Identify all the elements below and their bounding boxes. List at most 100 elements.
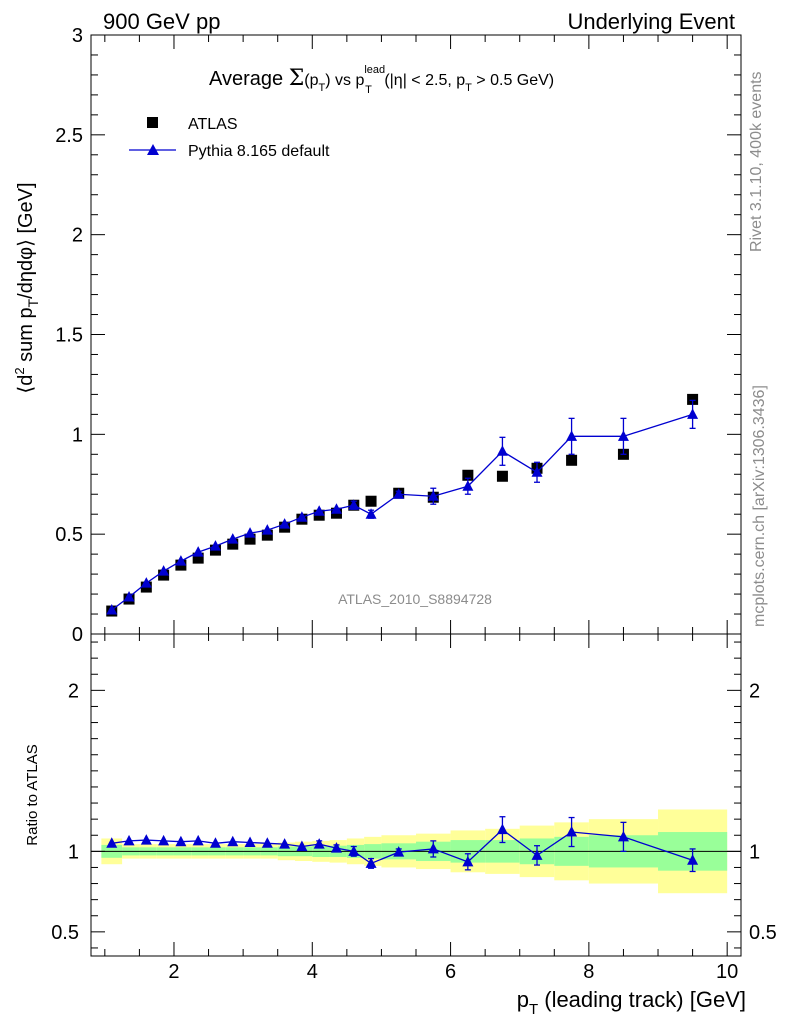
atlas-data-point bbox=[261, 529, 273, 541]
ratio-data-point bbox=[531, 849, 543, 860]
ratio-data-point bbox=[313, 838, 325, 849]
header-right: Underlying Event bbox=[567, 9, 735, 34]
lower-y-tick-label-right: 0.5 bbox=[749, 922, 777, 944]
atlas-data-point bbox=[462, 469, 474, 481]
ratio-data-point bbox=[158, 834, 170, 846]
pythia-data-point bbox=[279, 518, 291, 529]
rivet-version-label: Rivet 3.1.10, 400k events bbox=[748, 71, 765, 252]
lower-y-tick-label-left: 1 bbox=[68, 841, 79, 863]
ylabel-part-d: T bbox=[25, 298, 41, 307]
ratio-data-point bbox=[261, 837, 273, 848]
xlabel-part-b: T bbox=[529, 1001, 538, 1018]
ratio-data-point bbox=[175, 835, 187, 847]
header-left: 900 GeV pp bbox=[103, 9, 220, 34]
upper-y-tick-label: 0 bbox=[72, 624, 83, 646]
ratio-data-point bbox=[227, 835, 239, 847]
pythia-data-point bbox=[261, 524, 273, 535]
title-part-b: Σ bbox=[289, 66, 305, 91]
title-part-d: T bbox=[318, 82, 325, 94]
pythia-data-point bbox=[244, 527, 256, 538]
pythia-line bbox=[111, 413, 693, 611]
ratio-data-point bbox=[348, 845, 360, 856]
lower-plot-frame bbox=[90, 633, 742, 957]
ratio-data-point bbox=[192, 834, 204, 846]
pythia-data-point bbox=[227, 533, 239, 544]
pythia-data-point bbox=[566, 430, 578, 441]
ratio-data-point bbox=[123, 834, 135, 846]
ylabel-part-c: sum p bbox=[15, 307, 37, 367]
pythia-data-point bbox=[393, 488, 405, 499]
upper-y-tick-label: 1 bbox=[72, 424, 83, 446]
xlabel-part-a: p bbox=[517, 987, 529, 1012]
analysis-watermark: ATLAS_2010_S8894728 bbox=[338, 591, 492, 607]
pythia-data-point bbox=[496, 445, 508, 456]
x-axis-label: pT (leading track) [GeV] bbox=[517, 987, 746, 1018]
title-part-g: T bbox=[365, 84, 372, 96]
ratio-data-point bbox=[566, 826, 578, 837]
plot-layers: 2 4 6 8 10 0 0.5 1 1.5 2 2.5 3 0.5 0.5 1 1 2 2 bbox=[51, 25, 777, 983]
title-part-a: Average bbox=[209, 68, 289, 90]
atlas-data-point bbox=[566, 454, 578, 466]
ratio-data-point bbox=[617, 830, 629, 842]
upper-y-tick-label: 2 bbox=[72, 225, 83, 247]
xlabel-part-c: (leading track) [GeV] bbox=[538, 987, 746, 1012]
pythia-data-point bbox=[365, 508, 377, 519]
ylabel-part-b: 2 bbox=[12, 367, 27, 374]
title-part-e: ) vs p bbox=[325, 72, 364, 89]
pythia-data-point bbox=[192, 546, 204, 557]
atlas-data-point bbox=[192, 552, 204, 564]
pythia-data-point bbox=[158, 565, 170, 576]
pythia-data-point bbox=[427, 490, 439, 501]
pythia-data-point bbox=[209, 540, 221, 551]
pythia-data-point bbox=[531, 466, 543, 477]
ratio-data-point bbox=[365, 857, 377, 868]
legend-pythia-marker bbox=[147, 144, 159, 155]
ratio-data-point bbox=[427, 842, 439, 854]
pythia-data-point bbox=[617, 430, 629, 441]
ratio-data-point bbox=[393, 846, 405, 857]
ratio-data-point bbox=[330, 842, 342, 853]
pythia-data-point bbox=[687, 408, 699, 419]
pythia-data-point bbox=[462, 480, 474, 491]
x-tick-label: 8 bbox=[583, 961, 594, 983]
upper-y-tick-label: 1.5 bbox=[55, 325, 83, 347]
ratio-data-point bbox=[140, 834, 152, 845]
atlas-data-point bbox=[687, 393, 699, 405]
title-part-i: T bbox=[465, 82, 472, 94]
pythia-data-point bbox=[348, 499, 360, 510]
ratio-data-point bbox=[209, 837, 221, 848]
atlas-data-point bbox=[227, 538, 239, 550]
x-tick-label: 10 bbox=[716, 961, 738, 983]
chart-title: Average Σ(pT) vs plead T (|η| < 2.5, pT >… bbox=[209, 64, 554, 96]
pythia-data-point bbox=[175, 555, 187, 566]
atlas-data-point bbox=[496, 470, 508, 482]
lower-y-axis-label: Ratio to ATLAS bbox=[24, 744, 41, 845]
pythia-data-point bbox=[313, 505, 325, 516]
upper-y-tick-label: 2.5 bbox=[55, 125, 83, 147]
ratio-data-point bbox=[687, 854, 699, 865]
title-part-c: (p bbox=[304, 72, 318, 89]
title-part-f: lead bbox=[364, 64, 385, 76]
ratio-data-point bbox=[244, 836, 256, 847]
upper-y-tick-label: 3 bbox=[72, 25, 83, 47]
pythia-data-point bbox=[123, 591, 135, 602]
pythia-data-point bbox=[330, 503, 342, 514]
x-tick-label: 4 bbox=[307, 961, 318, 983]
title-part-h: (|η| < 2.5, p bbox=[380, 72, 465, 89]
x-tick-label: 2 bbox=[168, 961, 179, 983]
ylabel-part-e: /dηdφ⟩ [GeV] bbox=[15, 182, 37, 298]
atlas-data-point bbox=[365, 495, 377, 507]
x-tick-label: 6 bbox=[445, 961, 456, 983]
legend-pythia-label: Pythia 8.165 default bbox=[188, 143, 330, 160]
pythia-data-point bbox=[140, 577, 152, 588]
ratio-data-point bbox=[462, 855, 474, 867]
ylabel-part-a: ⟨d bbox=[15, 375, 37, 394]
legend-atlas-label: ATLAS bbox=[188, 116, 238, 133]
ratio-data-point bbox=[296, 840, 308, 852]
title-part-j: > 0.5 GeV) bbox=[472, 72, 554, 89]
upper-y-tick-label: 0.5 bbox=[55, 524, 83, 546]
legend: ATLAS Pythia 8.165 default bbox=[129, 116, 330, 160]
lower-y-tick-label-left: 0.5 bbox=[51, 922, 79, 944]
pythia-data-point bbox=[106, 604, 118, 615]
